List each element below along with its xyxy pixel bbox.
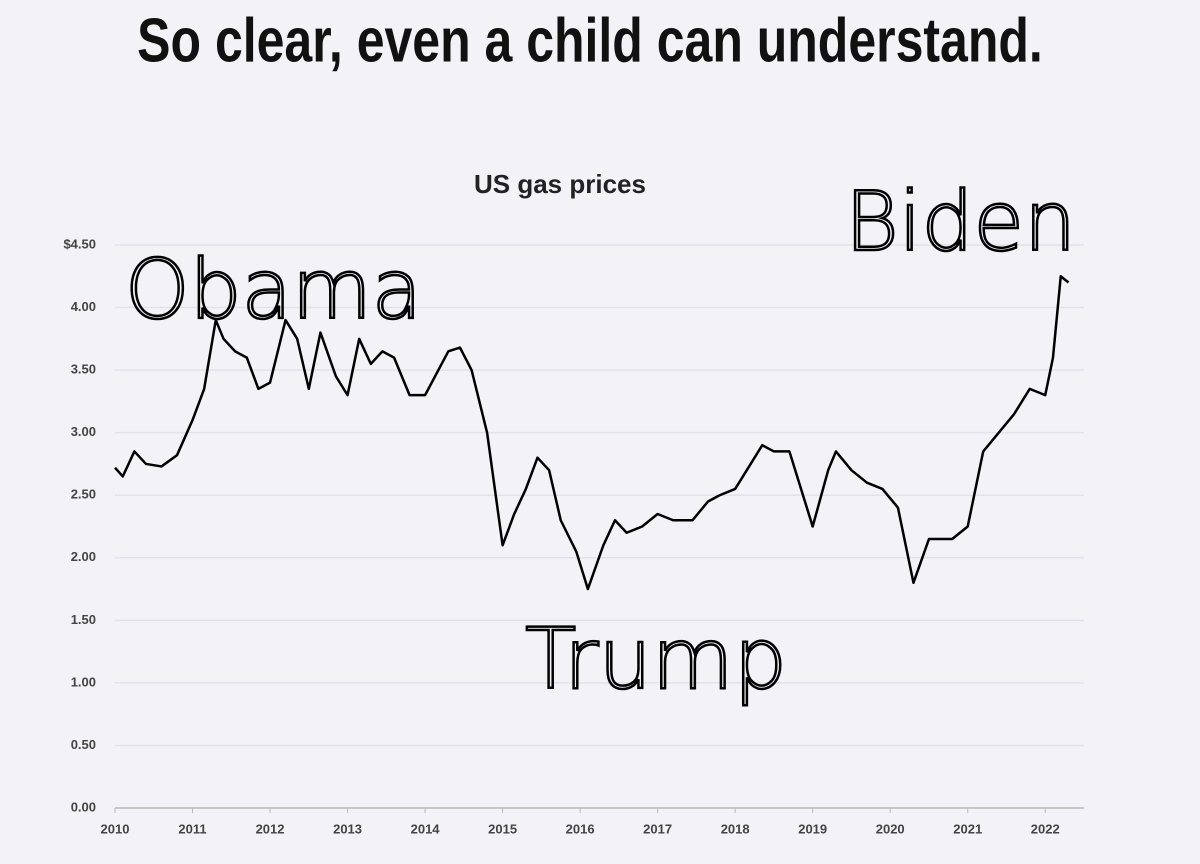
y-tick-label: 2.50 — [71, 487, 96, 502]
header: So clear, even a child can understand. — [137, 5, 1043, 75]
annotation: Trump — [525, 610, 787, 708]
y-tick-label: 2.00 — [71, 549, 96, 564]
x-tick-label: 2020 — [876, 821, 905, 836]
x-tick-label: 2016 — [566, 821, 595, 836]
x-tick-label: 2019 — [798, 821, 827, 836]
x-tick-label: 2013 — [333, 821, 362, 836]
x-tick-label: 2010 — [101, 821, 130, 836]
annotation: Biden — [845, 175, 1076, 270]
y-tick-label: 1.00 — [71, 674, 96, 689]
chart-title: US gas prices — [474, 169, 646, 199]
y-tick-label: $4.50 — [63, 236, 96, 251]
y-tick-label: 4.00 — [71, 299, 96, 314]
y-tick-label: 3.00 — [71, 424, 96, 439]
x-tick-label: 2018 — [721, 821, 750, 836]
x-tick-label: 2011 — [178, 821, 206, 836]
x-tick-label: 2022 — [1031, 821, 1060, 836]
x-tick-label: 2014 — [411, 821, 441, 836]
x-tick-label: 2015 — [488, 821, 517, 836]
annotation: Obama — [125, 243, 422, 338]
y-tick-label: 3.50 — [71, 362, 96, 377]
x-tick-label: 2012 — [256, 821, 285, 836]
y-tick-label: 1.50 — [71, 612, 96, 627]
y-tick-label: 0.50 — [71, 737, 96, 752]
x-tick-label: 2021 — [953, 821, 982, 836]
x-tick-label: 2017 — [643, 821, 672, 836]
y-tick-label: 0.00 — [71, 799, 96, 814]
line — [114, 275, 1070, 591]
